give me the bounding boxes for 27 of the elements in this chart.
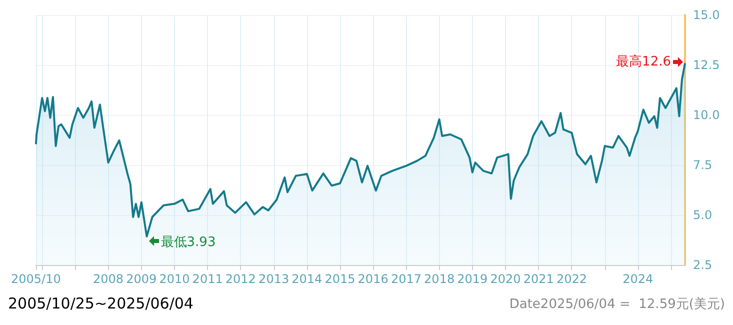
x-tick-label: 2024 (622, 272, 654, 286)
x-tick-label: 2013 (258, 272, 290, 286)
text: Date2025/06/04 = 12.59元(美元) (509, 296, 726, 312)
x-tick-label: 2017 (390, 272, 422, 286)
x-tick-label: 2020 (490, 272, 521, 286)
x-tick-label: 2011 (192, 272, 223, 286)
y-tick-label: 2.5 (693, 258, 712, 272)
y-tick-label: 12.5 (693, 58, 720, 72)
x-tick-label: 2018 (424, 272, 455, 286)
y-tick-label: 7.5 (693, 158, 712, 172)
x-tick-label: 2021 (523, 272, 554, 286)
y-tick-label: 5.0 (693, 208, 712, 222)
x-tick-label: 2019 (457, 272, 488, 286)
annotation: 最低3.93 (160, 234, 216, 250)
x-tick-label: 2009 (126, 272, 157, 286)
x-tick-label: 2016 (358, 272, 388, 286)
x-tick-label: 2005/10 (10, 272, 61, 286)
text: 2005/10/25~2025/06/04 (8, 294, 194, 312)
x-tick-label: 2010 (159, 272, 190, 286)
annotation: 最高12.6 (616, 54, 671, 70)
x-tick-label: 2014 (292, 272, 322, 286)
x-tick-label: 2022 (556, 272, 587, 286)
y-tick-label: 10.0 (693, 108, 720, 122)
x-tick-label: 2008 (92, 272, 124, 286)
y-tick-label: 15.0 (693, 8, 720, 22)
x-tick-label: 2015 (324, 272, 356, 286)
x-tick-label: 2012 (225, 272, 256, 286)
